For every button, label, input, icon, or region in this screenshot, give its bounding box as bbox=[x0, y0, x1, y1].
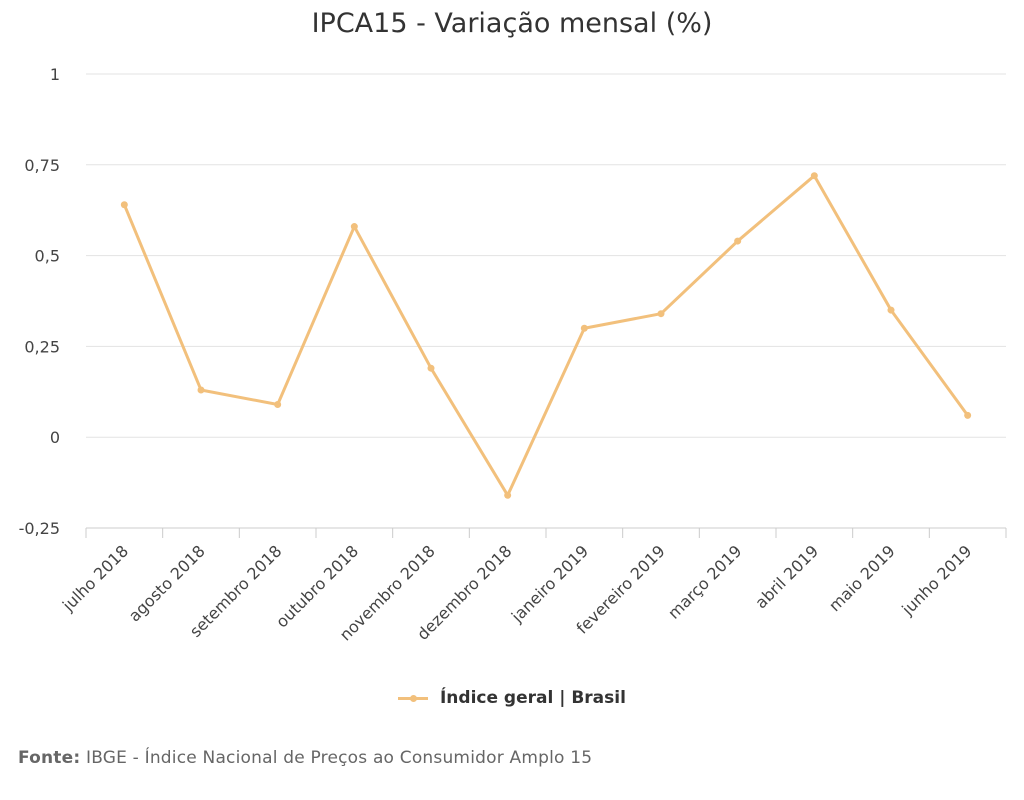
legend[interactable]: Índice geral | Brasil bbox=[0, 688, 1024, 708]
x-tick-label: janeiro 2019 bbox=[507, 541, 592, 626]
x-tick-label: março 2019 bbox=[664, 541, 745, 622]
source-note: Fonte: IBGE - Índice Nacional de Preços … bbox=[18, 748, 592, 768]
y-tick-label: 1 bbox=[50, 65, 60, 84]
y-tick-label: -0,25 bbox=[19, 519, 60, 538]
series-line[interactable] bbox=[122, 174, 970, 497]
data-point[interactable] bbox=[504, 491, 512, 499]
data-point[interactable] bbox=[427, 364, 435, 372]
y-tick-label: 0,75 bbox=[24, 156, 60, 175]
chart-title: IPCA15 - Variação mensal (%) bbox=[311, 8, 713, 39]
data-point[interactable] bbox=[350, 223, 358, 231]
legend-line-marker-icon bbox=[398, 691, 429, 705]
data-point[interactable] bbox=[810, 172, 818, 180]
data-point[interactable] bbox=[887, 306, 895, 314]
data-point[interactable] bbox=[197, 386, 205, 394]
data-point[interactable] bbox=[274, 401, 282, 409]
source-prefix: Fonte: bbox=[18, 748, 81, 768]
legend-label: Índice geral | Brasil bbox=[439, 688, 626, 708]
x-tick-label: julho 2018 bbox=[58, 541, 132, 615]
x-tick-label: abril 2019 bbox=[751, 541, 822, 612]
x-tick-label: agosto 2018 bbox=[125, 541, 209, 625]
data-point[interactable] bbox=[120, 201, 128, 209]
data-point[interactable] bbox=[734, 237, 742, 245]
data-point[interactable] bbox=[964, 411, 972, 419]
x-tick-label: junho 2019 bbox=[897, 541, 975, 619]
y-axis-ticks: 1 0,75 0,5 0,25 0 -0,25 bbox=[19, 65, 60, 538]
x-tick-label: maio 2019 bbox=[825, 541, 899, 615]
data-point[interactable] bbox=[580, 324, 588, 332]
y-tick-label: 0,25 bbox=[24, 337, 60, 356]
y-tick-label: 0 bbox=[50, 428, 60, 447]
y-tick-label: 0,5 bbox=[35, 247, 60, 266]
source-text: IBGE - Índice Nacional de Preços ao Cons… bbox=[80, 748, 593, 768]
data-point[interactable] bbox=[657, 310, 665, 318]
grid-lines bbox=[86, 73, 1006, 529]
series-layer bbox=[120, 172, 972, 499]
